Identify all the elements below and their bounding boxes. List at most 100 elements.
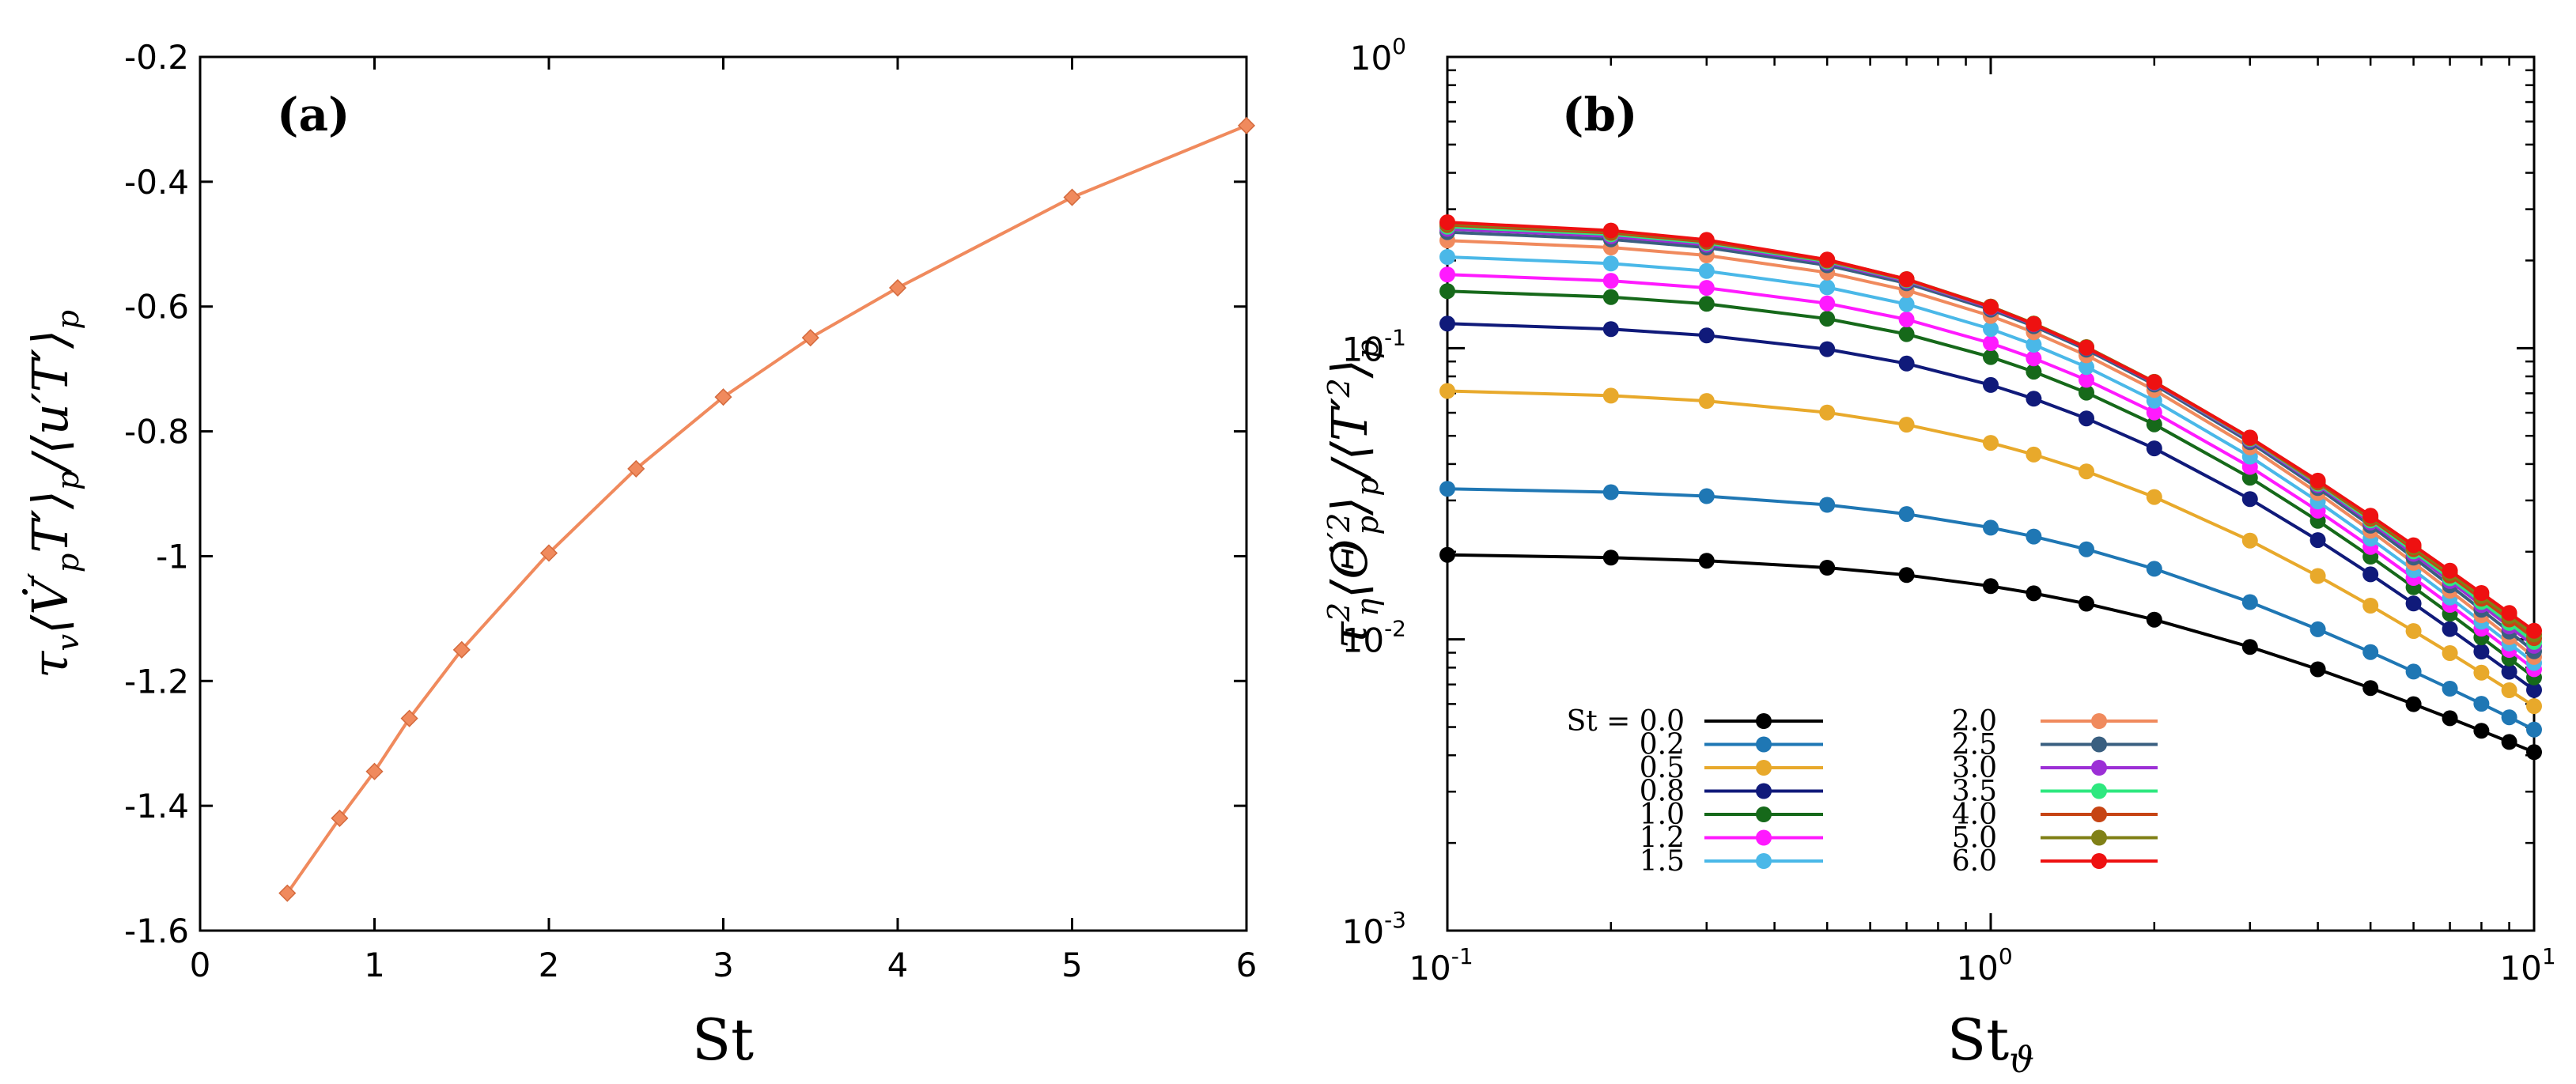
panel-b-legend: St = 0.00.20.50.81.01.21.5 2.02.53.03.54.…: [1567, 705, 2158, 878]
panel-a-data-point: [400, 709, 418, 727]
panel-a-data-point: [1237, 116, 1256, 134]
panel-b-data-point: [2442, 710, 2458, 727]
panel-b-series-1.5: [1439, 249, 2542, 671]
panel-b-data-point: [1983, 376, 1999, 393]
panel-a-x-tick-label: 3: [713, 946, 734, 984]
panel-a-data-point: [539, 544, 558, 562]
legend-marker: [2091, 829, 2107, 846]
legend-marker: [2091, 853, 2107, 869]
panel-b-data-point: [2362, 680, 2379, 697]
panel-b-data-point: [1602, 484, 1619, 500]
panel-b-data-point: [2241, 532, 2258, 549]
legend-label: 2.5: [1952, 729, 1997, 761]
panel-b-data-point: [1602, 273, 1619, 289]
panel-b-data-point: [1983, 335, 1999, 351]
panel-a-x-tick-label: 6: [1236, 946, 1258, 984]
panel-b-data-point: [1819, 341, 1836, 357]
panel-b-data-point: [2473, 664, 2490, 681]
panel-b-data-point: [2146, 489, 2162, 505]
panel-b-data-point: [2405, 595, 2422, 612]
panel-b-data-point: [2079, 463, 2094, 480]
panel-b-x-axis-label: Stϑ: [1947, 1007, 2034, 1081]
panel-b-data-point: [2442, 621, 2458, 637]
legend-marker: [1756, 853, 1772, 869]
legend-label: 1.0: [1640, 799, 1685, 831]
panel-b-data-point: [2146, 440, 2162, 457]
panel-a-y-tick-label: -1.6: [124, 912, 189, 950]
panel-b-data-point: [1439, 249, 1455, 265]
panel-a-data-point: [331, 809, 349, 827]
panel-b-data-point: [2026, 391, 2042, 407]
panel-a-data-point: [714, 388, 732, 406]
panel-b-series-0.5: [1439, 383, 2542, 715]
panel-b-data-point: [2026, 528, 2042, 545]
panel-b-data-point: [1439, 315, 1455, 332]
panel-b-data-point: [2026, 585, 2042, 602]
panel-b-data-point: [1602, 321, 1619, 338]
panel-b-data-point: [2473, 585, 2490, 601]
panel-b-data-point: [1983, 519, 1999, 536]
panel-a-data-point: [801, 329, 819, 347]
panel-b-y-tick-label: 10-1: [1342, 324, 1406, 368]
panel-b-data-point: [2442, 645, 2458, 661]
legend-label: St = 0.0: [1567, 705, 1685, 738]
panel-b-data-point: [2146, 416, 2162, 432]
panel-a-data-point: [888, 278, 907, 297]
legend-marker: [1756, 806, 1772, 822]
panel-b-data-point: [2026, 315, 2042, 332]
panel-a-y-tick-label: -1.2: [124, 662, 189, 701]
panel-b-data-point: [2501, 605, 2517, 621]
panel-b-data-point: [2026, 364, 2042, 380]
panel-a-series-line: [286, 123, 1247, 894]
panel-b-data-point: [1983, 299, 1999, 315]
panel-a-y-tick-label: -1: [156, 537, 189, 576]
legend-label: 4.0: [1952, 799, 1997, 831]
panel-b-data-point: [2309, 472, 2326, 489]
panel-b-data-point: [2442, 681, 2458, 697]
panel-b-series-0.8: [1439, 315, 2542, 698]
panel-a-data-point: [278, 884, 297, 902]
panel-b-y-tick-label: 100: [1350, 33, 1406, 77]
panel-a-x-tick-label: 4: [887, 946, 909, 984]
panel-b-data-point: [1698, 488, 1715, 504]
panel-b-y-tick-label: 10-2: [1342, 616, 1406, 660]
panel-b-data-point: [2405, 537, 2422, 553]
panel-b-data-point: [1898, 417, 1915, 433]
panel-b-data-point: [2241, 429, 2258, 446]
panel-a-x-tick-label: 0: [190, 946, 211, 984]
panel-b-data-point: [2079, 359, 2094, 376]
legend-marker: [1756, 829, 1772, 846]
panel-a: 0 1 2 3 4 5 6 -1.6 -1.4 -1.2 -1 -0.8 -0.6 -0.4 -0.2 (a…: [21, 38, 1258, 1073]
panel-b-data-point: [1602, 289, 1619, 305]
legend-label: 0.5: [1640, 752, 1685, 784]
panel-b-data-point: [2473, 723, 2490, 739]
panel-b-data-point: [2309, 661, 2326, 678]
panel-b-data-point: [1439, 546, 1455, 563]
panel-b-data-point: [2405, 663, 2422, 680]
panel-b-data-point: [2526, 721, 2542, 738]
panel-b-data-point: [1698, 553, 1715, 569]
panel-b-data-point: [1698, 393, 1715, 410]
panel-b-data-point: [1602, 387, 1619, 404]
panel-b-data-point: [1983, 435, 1999, 451]
panel-b-data-point: [2026, 337, 2042, 353]
panel-b-data-point: [2146, 561, 2162, 577]
legend-marker: [1756, 736, 1772, 753]
panel-b-data-point: [1439, 383, 1455, 399]
panel-b-x-tick-label: 10-1: [1409, 943, 1473, 988]
panel-b-data-point: [2079, 541, 2094, 557]
panel-b-data-point: [2026, 446, 2042, 463]
legend-marker: [2091, 760, 2107, 776]
panel-b-data-point: [1439, 266, 1455, 283]
panel-b-series-0.2: [1439, 481, 2542, 738]
legend-label: 3.0: [1952, 752, 1997, 784]
panel-b-series-6.0: [1439, 214, 2542, 639]
panel-b-data-point: [2526, 622, 2542, 639]
panel-b-data-point: [2526, 698, 2542, 715]
panel-a-x-axis-label: St: [692, 1007, 754, 1073]
panel-b-data-point: [2079, 384, 2094, 401]
panel-b-data-point: [2309, 532, 2326, 549]
panel-b-data-point: [1439, 283, 1455, 300]
panel-a-data-point: [452, 640, 471, 659]
panel-b-data-point: [2309, 568, 2326, 584]
